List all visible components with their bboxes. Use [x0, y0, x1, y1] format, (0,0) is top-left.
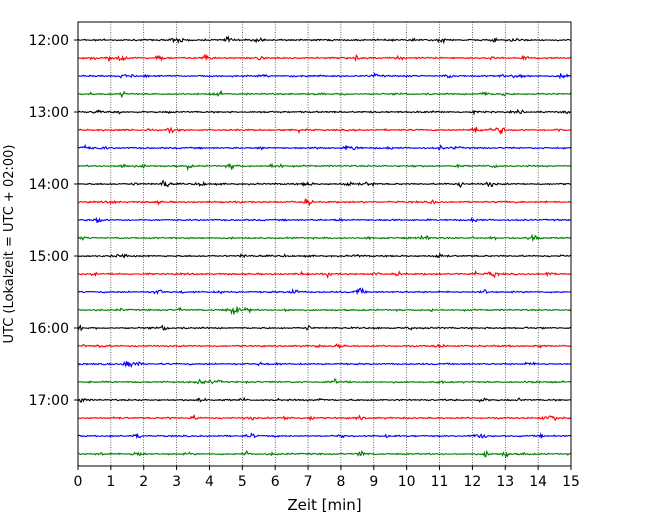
trace-line — [77, 432, 572, 440]
trace-line — [77, 378, 572, 385]
trace-line — [77, 143, 572, 151]
y-tick-label: 16:00 — [29, 321, 69, 337]
x-tick-label: 15 — [562, 474, 580, 490]
x-tick-label: 14 — [529, 474, 547, 490]
x-tick-label: 1 — [106, 474, 115, 490]
trace-line — [77, 269, 572, 280]
trace-line — [77, 179, 572, 189]
y-axis-label: UTC (Lokalzeit = UTC + 02:00) — [2, 145, 17, 344]
x-tick-label: 9 — [369, 474, 378, 490]
x-tick-label: 11 — [431, 474, 449, 490]
x-tick-label: 4 — [205, 474, 214, 490]
x-tick-label: 7 — [304, 474, 313, 490]
x-tick-label: 2 — [139, 474, 148, 490]
trace-line — [77, 413, 572, 422]
trace-line — [77, 252, 572, 259]
y-tick-label: 14:00 — [29, 177, 69, 193]
trace-line — [77, 449, 572, 459]
trace-line — [77, 216, 572, 224]
x-tick-label: 3 — [172, 474, 181, 490]
x-tick-label: 13 — [496, 474, 514, 490]
x-tick-label: 10 — [398, 474, 416, 490]
trace-line — [77, 360, 572, 369]
trace-line — [77, 343, 572, 349]
trace-line — [77, 108, 572, 116]
trace-line — [77, 198, 572, 207]
trace-line — [77, 126, 572, 135]
trace-line — [77, 162, 572, 172]
trace-line — [77, 35, 572, 45]
trace-line — [77, 286, 572, 296]
trace-line — [77, 306, 572, 316]
x-tick-label: 8 — [336, 474, 345, 490]
x-tick-label: 6 — [271, 474, 280, 490]
trace-line — [77, 396, 572, 403]
x-tick-label: 5 — [238, 474, 247, 490]
trace-line — [77, 72, 572, 80]
trace-line — [77, 233, 572, 243]
trace-line — [77, 90, 572, 98]
y-tick-label: 13:00 — [29, 105, 69, 121]
x-axis-label: Zeit [min] — [287, 496, 361, 514]
y-tick-label: 15:00 — [29, 249, 69, 265]
y-tick-label: 17:00 — [29, 393, 69, 409]
trace-line — [77, 324, 572, 332]
x-tick-label: 12 — [463, 474, 481, 490]
trace-line — [77, 53, 572, 62]
plot-frame — [77, 21, 572, 467]
y-tick-label: 12:00 — [29, 33, 69, 49]
x-tick-label: 0 — [74, 474, 83, 490]
